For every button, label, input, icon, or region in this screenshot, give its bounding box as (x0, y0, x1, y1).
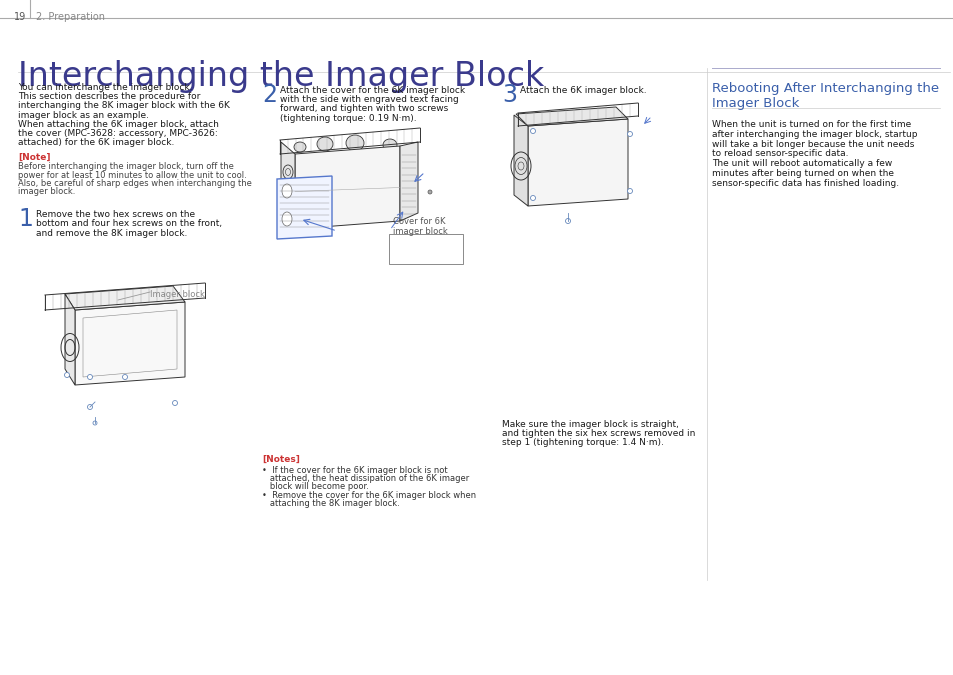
Ellipse shape (92, 421, 97, 425)
Text: This section describes the procedure for: This section describes the procedure for (18, 92, 200, 101)
Text: and remove the 8K imager block.: and remove the 8K imager block. (36, 229, 187, 238)
Text: When the unit is turned on for the first time: When the unit is turned on for the first… (711, 120, 910, 129)
Ellipse shape (282, 184, 292, 198)
Text: with the side with engraved text facing: with the side with engraved text facing (280, 95, 458, 104)
Text: sensor-specific data has finished loading.: sensor-specific data has finished loadin… (711, 179, 898, 188)
Text: attached, the heat dissipation of the 6K imager: attached, the heat dissipation of the 6K… (262, 475, 469, 483)
Text: attaching the 8K imager block.: attaching the 8K imager block. (262, 499, 399, 508)
Text: block will become poor.: block will become poor. (262, 483, 369, 491)
Text: 1: 1 (18, 207, 32, 232)
Text: [Notes]: [Notes] (262, 455, 299, 464)
Text: the cover (MPC-3628: accessory, MPC-3626:: the cover (MPC-3628: accessory, MPC-3626… (18, 129, 217, 138)
Text: •  Remove the cover for the 6K imager block when: • Remove the cover for the 6K imager blo… (262, 491, 476, 500)
Ellipse shape (565, 219, 570, 223)
Text: Before interchanging the imager block, turn off the: Before interchanging the imager block, t… (18, 163, 233, 171)
Ellipse shape (530, 196, 535, 200)
Polygon shape (516, 107, 627, 126)
Text: •  If the cover for the 6K imager block is not: • If the cover for the 6K imager block i… (262, 466, 447, 475)
Text: attached) for the 6K imager block.: attached) for the 6K imager block. (18, 138, 174, 147)
Text: Make sure the imager block is straight,: Make sure the imager block is straight, (501, 420, 679, 429)
Ellipse shape (346, 135, 364, 151)
Text: Also, be careful of sharp edges when interchanging the: Also, be careful of sharp edges when int… (18, 179, 252, 188)
Text: imager block as an example.: imager block as an example. (18, 111, 149, 119)
Text: forward, and tighten with two screws: forward, and tighten with two screws (280, 105, 448, 113)
Polygon shape (281, 142, 294, 229)
Text: Interchanging the Imager Block: Interchanging the Imager Block (18, 60, 543, 93)
Text: interchanging the 8K imager block with the 6K: interchanging the 8K imager block with t… (18, 101, 230, 111)
Ellipse shape (569, 110, 585, 124)
Ellipse shape (282, 212, 292, 226)
Text: Imager Block: Imager Block (711, 97, 799, 110)
Polygon shape (527, 119, 627, 206)
Text: will take a bit longer because the unit needs: will take a bit longer because the unit … (711, 140, 913, 148)
Text: Attach the 6K imager block.: Attach the 6K imager block. (519, 86, 646, 95)
Ellipse shape (627, 132, 632, 136)
Ellipse shape (606, 114, 618, 124)
Ellipse shape (627, 188, 632, 194)
Text: 19: 19 (14, 12, 27, 22)
Text: 2. Preparation: 2. Preparation (36, 12, 105, 22)
Text: When attaching the 6K imager block, attach: When attaching the 6K imager block, atta… (18, 119, 218, 129)
Ellipse shape (172, 400, 177, 406)
Polygon shape (75, 302, 185, 385)
Text: to reload sensor-specific data.: to reload sensor-specific data. (711, 149, 847, 159)
Ellipse shape (294, 142, 306, 152)
Text: Imager block: Imager block (150, 290, 205, 299)
Text: Attach the cover for the 6K imager block: Attach the cover for the 6K imager block (280, 86, 465, 95)
Text: imager block.: imager block. (18, 187, 75, 196)
Polygon shape (65, 286, 185, 310)
Text: Cover for 6K
imager block: Cover for 6K imager block (393, 217, 447, 236)
Text: power for at least 10 minutes to allow the unit to cool.: power for at least 10 minutes to allow t… (18, 171, 247, 180)
Text: 3: 3 (501, 83, 517, 107)
Ellipse shape (65, 373, 70, 377)
Text: 2: 2 (262, 83, 276, 107)
Polygon shape (65, 294, 75, 385)
Ellipse shape (122, 375, 128, 379)
Polygon shape (276, 176, 332, 239)
Ellipse shape (530, 128, 535, 134)
Ellipse shape (382, 139, 396, 151)
Text: after interchanging the imager block, startup: after interchanging the imager block, st… (711, 130, 917, 139)
Ellipse shape (88, 375, 92, 379)
Text: You can interchange the imager block.: You can interchange the imager block. (18, 83, 193, 92)
Text: bottom and four hex screws on the front,: bottom and four hex screws on the front, (36, 219, 222, 228)
Text: Rebooting After Interchanging the: Rebooting After Interchanging the (711, 82, 938, 95)
Text: and tighten the six hex screws removed in: and tighten the six hex screws removed i… (501, 429, 695, 438)
Text: step 1 (tightening torque: 1.4 N·m).: step 1 (tightening torque: 1.4 N·m). (501, 438, 663, 448)
Text: minutes after being turned on when the: minutes after being turned on when the (711, 169, 893, 178)
Text: Remove the two hex screws on the: Remove the two hex screws on the (36, 210, 195, 219)
Ellipse shape (537, 114, 548, 124)
Ellipse shape (88, 404, 92, 410)
Polygon shape (514, 115, 527, 206)
Text: [Note]: [Note] (18, 153, 51, 161)
Text: (tightening torque: 0.19 N·m).: (tightening torque: 0.19 N·m). (280, 113, 416, 123)
Ellipse shape (316, 137, 333, 151)
Text: The unit will reboot automatically a few: The unit will reboot automatically a few (711, 159, 891, 168)
FancyBboxPatch shape (389, 234, 462, 264)
Polygon shape (399, 142, 417, 221)
Ellipse shape (428, 190, 432, 194)
Polygon shape (294, 146, 399, 229)
